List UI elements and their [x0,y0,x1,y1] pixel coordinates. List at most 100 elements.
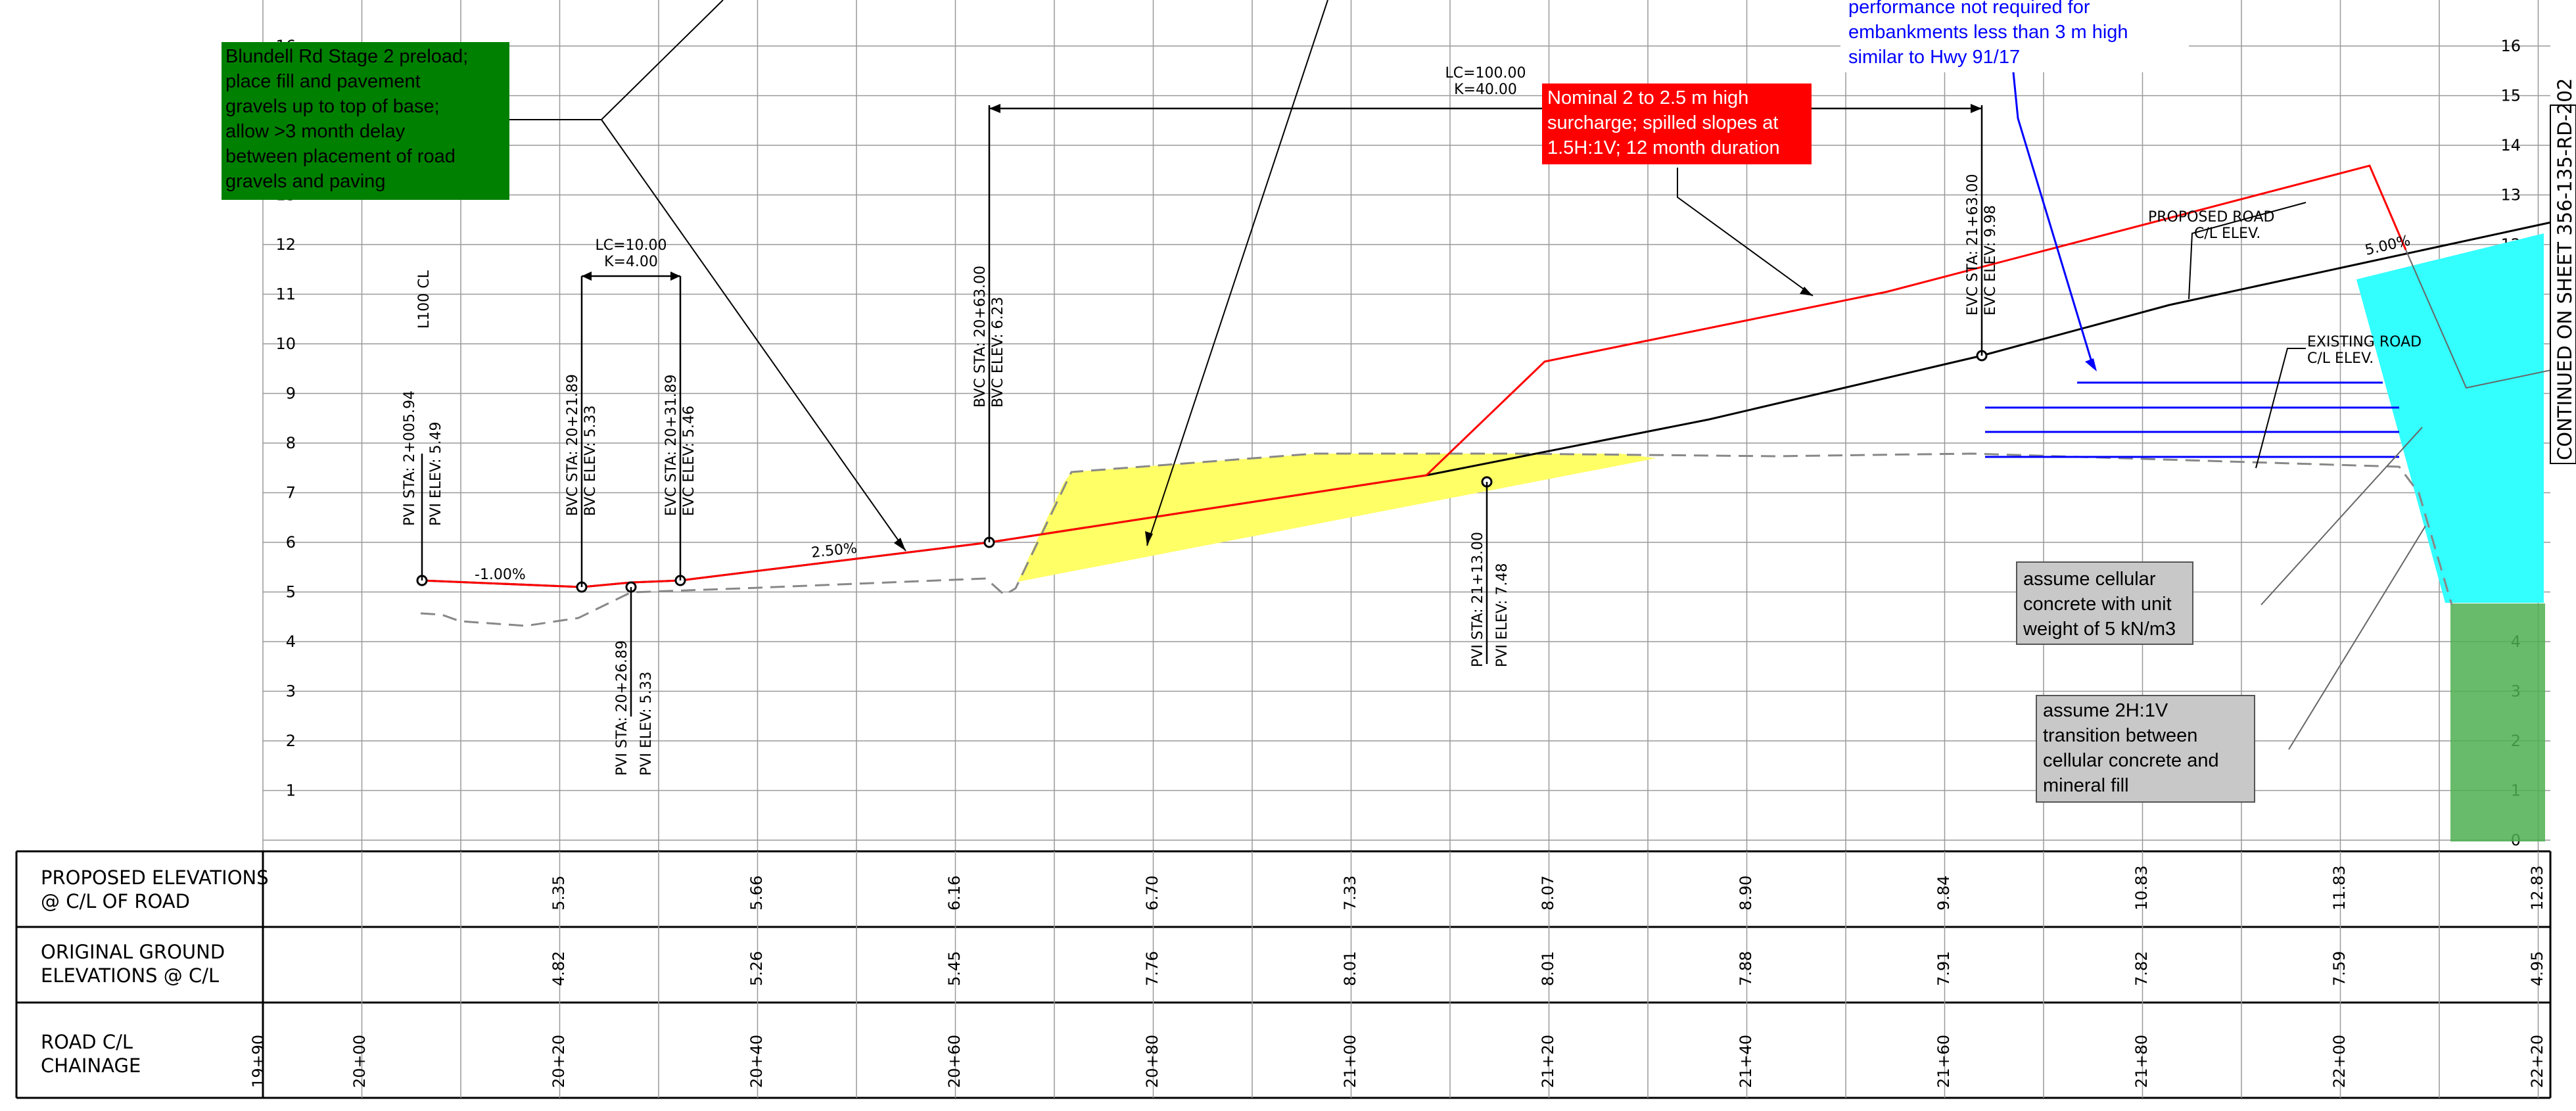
elevation-tick-label: 16 [2500,37,2521,55]
proposed-elevation-cell: 6.16 [945,876,964,910]
proposed-elevation-cell: 8.07 [1539,876,1557,910]
elevation-tick-label: 1 [286,782,296,800]
chainage-cell: 22+00 [2330,1035,2349,1088]
elevation-tick-label: 11 [275,285,296,304]
green-note-box [222,42,509,200]
chainage-cell: 20+60 [945,1035,964,1088]
elevation-tick-label: 14 [2500,136,2521,154]
proposed-elevation-cell: 8.90 [1737,876,1755,910]
original-elevation-cell: 8.01 [1539,951,1557,986]
proposed-elevation-cell: 11.83 [2330,865,2349,910]
profile-table: PROPOSED ELEVATIONS @ C/L OF ROAD ORIGINAL… [15,850,2552,1099]
chainage-cell: 21+60 [1934,1035,1953,1088]
gray-note-box-1 [2016,561,2193,645]
elevation-tick-label: 12 [275,235,296,254]
elevation-tick-label: 5 [286,583,296,602]
bvc1-sta: BVC STA: 20+21.89 [565,374,581,516]
blue-layer-lines [1985,381,2399,458]
curve-arrowheads [582,104,1982,281]
table-row-label-proposed: PROPOSED ELEVATIONS @ C/L OF ROAD [41,866,269,912]
curve-2-label: LC=100.00 K=40.00 [1445,65,1526,98]
original-elevation-cell: 7.88 [1737,951,1755,986]
red-note: Nominal 2 to 2.5 m high surcharge; spille… [1547,87,1780,158]
elevation-tick-label: 15 [2500,87,2521,105]
continued-label: CONTINUED ON SHEET 356-135-RD-202 [2554,78,2576,460]
original-elevation-cell: 4.95 [2528,951,2546,986]
chainage-cell: 21+40 [1737,1035,1755,1088]
blue-arrowhead [2085,358,2097,371]
yellow-fill-zone [1018,454,1656,582]
elevation-tick-label: 3 [286,682,296,701]
original-elevation-cell: 4.82 [550,951,568,986]
chainage-cell: 20+80 [1143,1035,1161,1088]
evc2-sta: EVC STA: 21+63.00 [1965,174,1981,316]
elevation-tick-label: 8 [286,434,296,452]
transition-lines [2260,249,2576,750]
callout-leaders [509,0,2307,552]
gray-note-1: assume cellular concrete with unit weight … [2023,569,2176,640]
original-elevation-cell: 5.45 [945,951,964,986]
elevation-tick-label: 9 [286,385,296,403]
curve-1-label: LC=10.00 K=4.00 [595,237,667,270]
leader-arrowheads [894,287,1813,551]
proposed-elevation-cell: 5.66 [747,876,766,910]
chainage-cell: 21+80 [2132,1035,2151,1088]
pvi2-sta: PVI STA: 21+13.00 [1470,532,1486,667]
proposed-road-label: PROPOSED ROAD C/L ELEV. [2148,209,2274,242]
blue-note-backdrop [1840,0,2189,72]
chainage-cell: 21+00 [1341,1035,1359,1088]
chainage-cell: 20+00 [350,1035,369,1088]
chainage-cell: 20+20 [550,1035,568,1088]
mineral-fill-zone [2450,603,2545,841]
elevation-tick-label: 13 [2500,186,2521,204]
chainage-cell: 20+40 [747,1035,766,1088]
proposed-elevation-cell: 6.70 [1143,876,1161,910]
chainage-cell: 19+90 [249,1035,268,1088]
table-row-label-chainage: ROAD C/L CHAINAGE [41,1031,141,1077]
bvc2-sta: BVC STA: 20+63.00 [972,266,989,408]
grade-label-1: -1.00% [475,567,526,583]
station-leaders [421,105,1983,717]
elevation-tick-label: 2 [286,732,296,750]
pvi2-elev: PVI ELEV: 7.48 [1494,563,1510,667]
chainage-cell: 21+20 [1539,1035,1557,1088]
pvi-l100-cl: L100 CL [416,270,433,329]
elevation-tick-label: 6 [286,533,296,552]
table-row-label-original: ORIGINAL GROUND ELEVATIONS @ C/L [41,941,225,987]
evc1-elev: EVC ELEV: 5.46 [681,406,697,516]
original-elevation-cell: 5.26 [747,951,766,986]
pvi-l100-elev: PVI ELEV: 5.49 [428,421,444,526]
proposed-elevation-cell: 5.35 [550,876,568,910]
original-elevation-cell: 7.82 [2132,951,2151,986]
green-note: Blundell Rd Stage 2 preload; place fill a… [225,46,468,192]
cellular-concrete-zone [2356,233,2544,603]
elevation-tick-label: 4 [286,632,296,651]
proposed-elevation-cell: 12.83 [2528,865,2546,910]
original-elevation-cell: 7.59 [2330,951,2349,986]
continued-frame [2550,105,2576,464]
red-note-box [1542,83,1812,164]
chainage-cell: 22+20 [2528,1035,2546,1088]
proposed-elevation-cell: 9.84 [1934,876,1953,910]
gray-note-box-2 [2036,695,2255,803]
blue-leader [2010,52,2095,369]
elevation-tick-label: 10 [275,335,296,353]
existing-ground-line [420,452,2453,627]
pvi-l100-sta: PVI STA: 2+005.94 [402,390,418,526]
original-elevation-cell: 8.01 [1341,951,1359,986]
elevation-tick-label: 7 [286,484,296,502]
bvc1-elev: BVC ELEV: 5.33 [582,405,599,516]
proposed-elevation-cell: 7.33 [1341,876,1359,910]
evc2-elev: EVC ELEV: 9.98 [1982,205,1999,316]
evc1-sta: EVC STA: 20+31.89 [663,375,680,516]
gray-note-2: assume 2H:1V transition between cellular c… [2043,700,2219,796]
original-elevation-cell: 7.76 [1143,951,1161,986]
bvc2-elev: BVC ELEV: 6.23 [990,296,1006,408]
pvi1-sta: PVI STA: 20+26.89 [614,640,630,776]
grade-label-2: 2.50% [810,540,858,561]
surcharge-line [421,164,2407,588]
existing-road-label: EXISTING ROAD C/L ELEV. [2307,334,2422,367]
original-elevation-cell: 7.91 [1934,951,1953,986]
pvi1-elev: PVI ELEV: 5.33 [638,671,655,776]
